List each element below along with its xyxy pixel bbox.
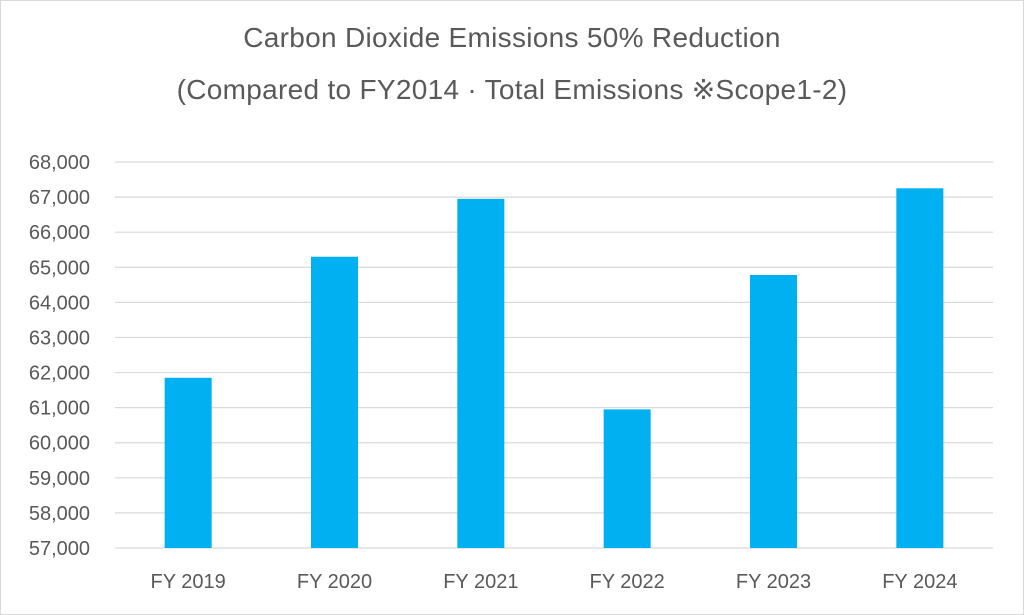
bar-fy-2021 — [457, 198, 505, 548]
x-tick-label: FY 2023 — [736, 571, 811, 593]
x-tick-label: FY 2021 — [443, 571, 518, 593]
x-tick-label: FY 2019 — [151, 571, 226, 593]
y-axis-ticks: 57,000 58,000 59,000 60,000 61,000 62,000 63,0… — [29, 152, 90, 560]
y-tick-label: 61,000 — [29, 398, 90, 420]
bars — [164, 188, 944, 548]
bar-fy-2019 — [164, 377, 212, 548]
x-tick-label: FY 2024 — [882, 571, 957, 593]
y-tick-label: 65,000 — [29, 257, 90, 279]
y-tick-label: 59,000 — [29, 468, 90, 490]
bar-fy-2022 — [603, 409, 651, 548]
bar-fy-2024 — [896, 188, 944, 548]
y-tick-label: 68,000 — [29, 152, 90, 174]
y-tick-label: 58,000 — [29, 503, 90, 525]
x-tick-label: FY 2022 — [590, 571, 665, 593]
y-tick-label: 62,000 — [29, 363, 90, 385]
bar-fy-2020 — [311, 256, 358, 548]
gridlines — [115, 161, 993, 549]
y-tick-label: 64,000 — [29, 292, 90, 314]
chart-title: Carbon Dioxide Emissions 50% Reduction — [243, 22, 781, 53]
bar-fy-2023 — [750, 274, 797, 548]
x-tick-label: FY 2020 — [297, 571, 372, 593]
y-tick-label: 57,000 — [29, 538, 90, 560]
chart-subtitle: (Compared to FY2014 · Total Emissions ※S… — [176, 74, 848, 105]
y-tick-label: 67,000 — [29, 187, 90, 209]
x-axis-ticks: FY 2019 FY 2020 FY 2021 FY 2022 FY 2023 FY 20… — [151, 571, 958, 593]
y-tick-label: 60,000 — [29, 433, 90, 455]
y-tick-label: 66,000 — [29, 222, 90, 244]
y-tick-label: 63,000 — [29, 327, 90, 349]
